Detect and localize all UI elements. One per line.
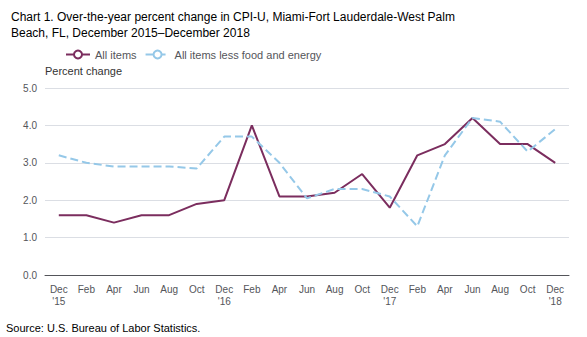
svg-text:Chart 1. Over-the-year percent: Chart 1. Over-the-year percent change in… [11,10,455,24]
svg-text:Dec: Dec [381,284,399,295]
svg-text:2.0: 2.0 [23,195,37,206]
svg-text:3.0: 3.0 [23,157,37,168]
svg-text:All items: All items [95,49,137,61]
svg-text:Source: U.S. Bureau of Labor S: Source: U.S. Bureau of Labor Statistics. [6,322,200,334]
svg-text:5.0: 5.0 [23,83,37,94]
svg-text:Dec: Dec [215,284,233,295]
svg-text:Feb: Feb [78,284,96,295]
svg-text:Percent change: Percent change [45,65,122,77]
svg-text:Oct: Oct [520,284,536,295]
svg-text:Beach, FL, December 2015–Decem: Beach, FL, December 2015–December 2018 [11,26,250,40]
svg-text:Jun: Jun [464,284,480,295]
svg-text:0.0: 0.0 [23,270,37,281]
svg-text:Oct: Oct [354,284,370,295]
svg-text:Aug: Aug [491,284,509,295]
svg-text:Feb: Feb [243,284,261,295]
svg-text:4.0: 4.0 [23,120,37,131]
svg-text:Apr: Apr [437,284,453,295]
svg-text:Jun: Jun [299,284,315,295]
svg-text:Jun: Jun [133,284,149,295]
svg-text:Apr: Apr [106,284,122,295]
svg-text:'17: '17 [383,296,396,307]
svg-text:'16: '16 [218,296,231,307]
svg-text:Apr: Apr [272,284,288,295]
svg-text:Dec: Dec [546,284,564,295]
svg-text:'15: '15 [52,296,65,307]
svg-text:Aug: Aug [160,284,178,295]
svg-text:Feb: Feb [409,284,427,295]
svg-text:1.0: 1.0 [23,232,37,243]
svg-text:Dec: Dec [50,284,68,295]
svg-text:All items less food and energy: All items less food and energy [175,49,322,61]
svg-text:Oct: Oct [189,284,205,295]
svg-text:'18: '18 [549,296,562,307]
svg-text:Aug: Aug [326,284,344,295]
